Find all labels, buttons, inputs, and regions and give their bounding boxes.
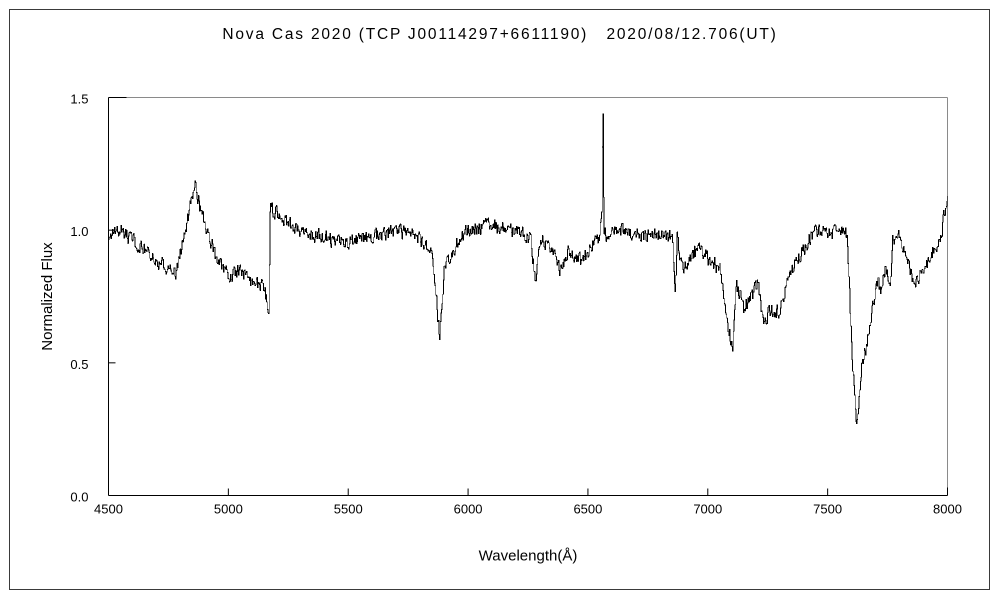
svg-text:8000: 8000 bbox=[933, 502, 962, 517]
svg-text:1.5: 1.5 bbox=[70, 92, 88, 107]
svg-text:6500: 6500 bbox=[573, 502, 602, 517]
svg-text:0.5: 0.5 bbox=[70, 357, 88, 372]
svg-text:Normalized Flux: Normalized Flux bbox=[39, 242, 56, 351]
svg-text:7000: 7000 bbox=[693, 502, 722, 517]
svg-text:7500: 7500 bbox=[813, 502, 842, 517]
svg-text:0.0: 0.0 bbox=[70, 490, 88, 505]
svg-text:5500: 5500 bbox=[334, 502, 363, 517]
svg-text:Wavelength(Å): Wavelength(Å) bbox=[479, 548, 578, 565]
svg-text:5000: 5000 bbox=[214, 502, 243, 517]
svg-text:6000: 6000 bbox=[454, 502, 483, 517]
svg-text:1.0: 1.0 bbox=[70, 224, 88, 239]
svg-text:4500: 4500 bbox=[94, 502, 123, 517]
